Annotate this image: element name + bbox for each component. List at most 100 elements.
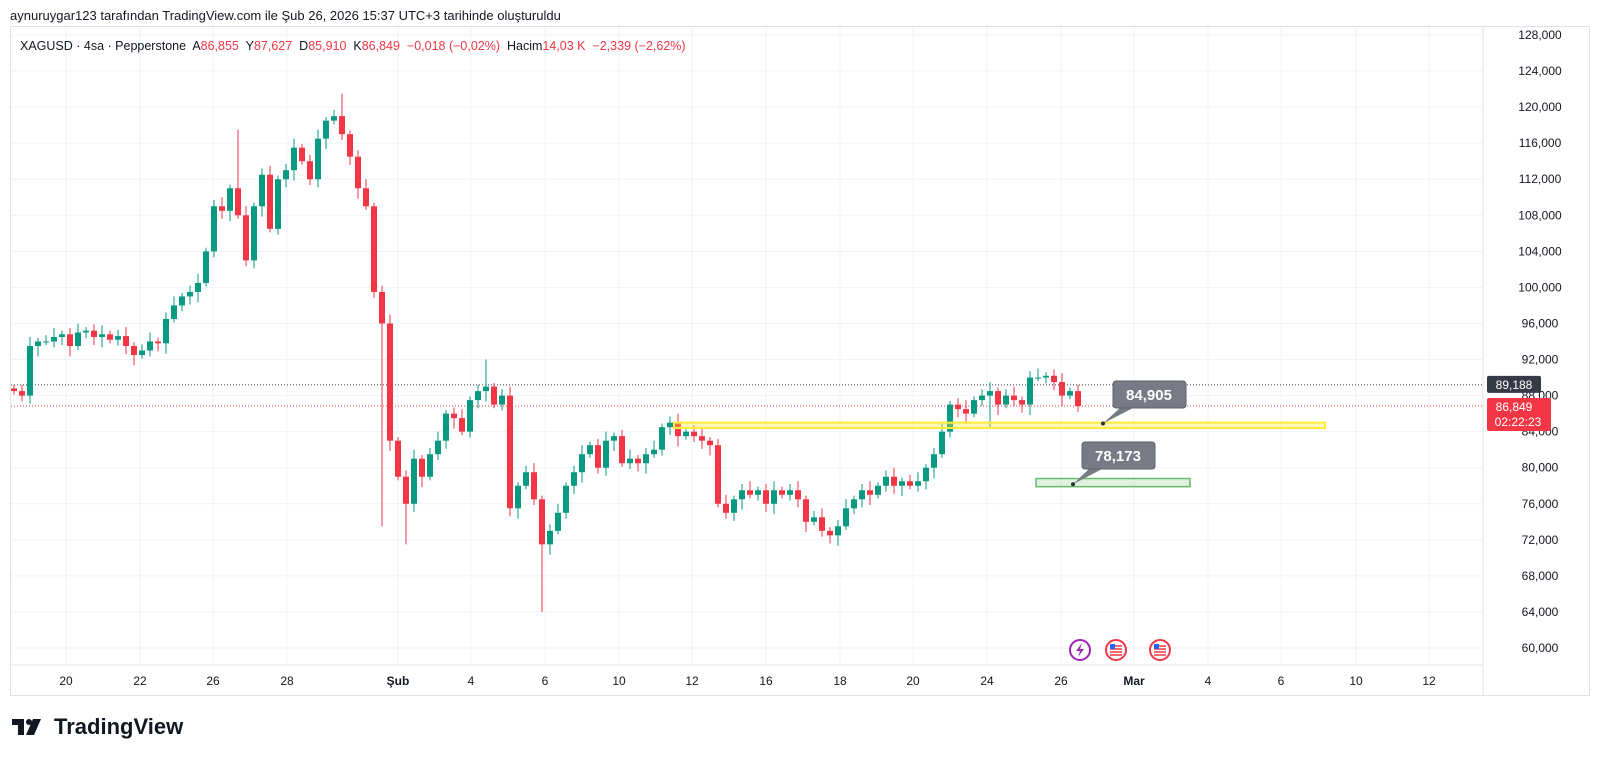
candle-body bbox=[603, 440, 609, 468]
candle-body bbox=[787, 490, 793, 495]
us-flag-event-icon[interactable] bbox=[1105, 639, 1127, 661]
candle-body bbox=[827, 530, 833, 536]
candle-body bbox=[267, 174, 273, 229]
x-tick-label: 6 bbox=[542, 674, 549, 688]
x-tick-label: 10 bbox=[612, 674, 626, 688]
candle-body bbox=[771, 490, 777, 504]
candle-body bbox=[11, 388, 17, 392]
candle-body bbox=[1027, 377, 1033, 405]
flag-canton bbox=[1154, 644, 1159, 649]
candle-body bbox=[747, 490, 753, 495]
candle-body bbox=[731, 499, 737, 513]
candle-body bbox=[235, 188, 241, 216]
x-tick-label: 26 bbox=[206, 674, 220, 688]
candle-body bbox=[211, 206, 217, 252]
candle-body bbox=[75, 332, 81, 347]
y-tick-label: 72,000 bbox=[1522, 533, 1559, 547]
x-tick-label: Şub bbox=[387, 674, 410, 688]
candle-body bbox=[939, 431, 945, 455]
candle-body bbox=[155, 341, 161, 344]
candle-body bbox=[251, 206, 257, 261]
candle-body bbox=[179, 296, 185, 306]
candle-body bbox=[435, 440, 441, 455]
candle-body bbox=[579, 454, 585, 473]
candle-body bbox=[291, 147, 297, 171]
candle-body bbox=[547, 530, 553, 545]
candle-body bbox=[83, 330, 89, 333]
tv-logo-icon bbox=[12, 719, 41, 735]
candle-body bbox=[907, 481, 913, 486]
x-tick-label: 16 bbox=[759, 674, 773, 688]
candle-body bbox=[715, 445, 721, 504]
candle-body bbox=[931, 454, 937, 468]
candle-body bbox=[699, 436, 705, 441]
candle-body bbox=[867, 490, 873, 495]
candle-body bbox=[275, 179, 281, 229]
candle-body bbox=[171, 305, 177, 319]
low-value: 85,910 bbox=[308, 39, 347, 53]
candle-body bbox=[115, 336, 121, 340]
us-flag-event-icon[interactable] bbox=[1149, 639, 1171, 661]
candle-body bbox=[923, 467, 929, 482]
callout-anchor bbox=[1071, 482, 1075, 487]
candle-body bbox=[1075, 391, 1081, 406]
candle-body bbox=[363, 188, 369, 207]
candle-body bbox=[243, 215, 249, 261]
candle-body bbox=[307, 161, 313, 180]
candle-body bbox=[1035, 377, 1041, 379]
candle-body bbox=[891, 476, 897, 486]
x-tick-label: 28 bbox=[280, 674, 294, 688]
candle-body bbox=[1059, 382, 1065, 396]
candle-body bbox=[99, 334, 105, 338]
candle-body bbox=[27, 346, 33, 396]
candle-body bbox=[971, 400, 977, 414]
callout-label: 78,173 bbox=[1095, 448, 1141, 465]
x-tick-label: 20 bbox=[59, 674, 73, 688]
ohlc-legend: XAGUSD · 4sa · Pepperstone A86,855 Y87,6… bbox=[20, 39, 686, 53]
high-value: 87,627 bbox=[253, 39, 293, 53]
y-tick-label: 120,000 bbox=[1518, 100, 1562, 114]
x-tick-label: 10 bbox=[1349, 674, 1363, 688]
y-tick-label: 96,000 bbox=[1522, 316, 1559, 330]
y-tick-label: 104,000 bbox=[1518, 244, 1562, 258]
candle-body bbox=[475, 391, 481, 401]
candle-body bbox=[627, 458, 633, 464]
y-tick-label: 116,000 bbox=[1519, 136, 1562, 150]
candle-body bbox=[955, 404, 961, 410]
candle-body bbox=[875, 485, 881, 495]
chart-frame bbox=[10, 26, 1590, 696]
price-chart[interactable]: 20 22 26 28 Şub 4 6 10 12 16 18 20 24 26 Mar 4 6 10 12 128,… bbox=[0, 0, 1600, 700]
callout-pointer bbox=[1103, 407, 1135, 424]
callout-pointer bbox=[1073, 468, 1104, 485]
candle-body bbox=[571, 472, 577, 486]
symbol-label[interactable]: XAGUSD · 4sa · Pepperstone bbox=[20, 39, 187, 53]
candle-body bbox=[107, 334, 113, 340]
current-price-badge bbox=[1487, 398, 1551, 431]
candle-body bbox=[51, 337, 57, 342]
y-tick-label: 112,000 bbox=[1519, 172, 1562, 186]
candle-body bbox=[403, 476, 409, 504]
candle-body bbox=[339, 116, 345, 135]
callout-box bbox=[1112, 380, 1187, 409]
callout-box bbox=[1081, 441, 1156, 470]
candle-body bbox=[331, 116, 337, 121]
candle-body bbox=[619, 436, 625, 464]
candle-body bbox=[59, 334, 65, 338]
candle-body bbox=[851, 499, 857, 509]
candle-body bbox=[563, 485, 569, 513]
candle-body bbox=[915, 481, 921, 486]
x-tick-label: 12 bbox=[685, 674, 699, 688]
candle-body bbox=[491, 386, 497, 405]
volume-change: −2,339 (−2,62%) bbox=[592, 39, 686, 53]
candle-body bbox=[595, 445, 601, 468]
candle-body bbox=[587, 445, 593, 455]
candle-body bbox=[395, 440, 401, 477]
candle-body bbox=[347, 134, 353, 157]
candle-body bbox=[299, 147, 305, 162]
candle-body bbox=[219, 206, 225, 211]
candle-body bbox=[795, 490, 801, 500]
candle-body bbox=[163, 318, 169, 344]
candle-body bbox=[763, 490, 769, 504]
x-tick-label: 6 bbox=[1278, 674, 1285, 688]
y-tick-label: 108,000 bbox=[1518, 208, 1562, 222]
